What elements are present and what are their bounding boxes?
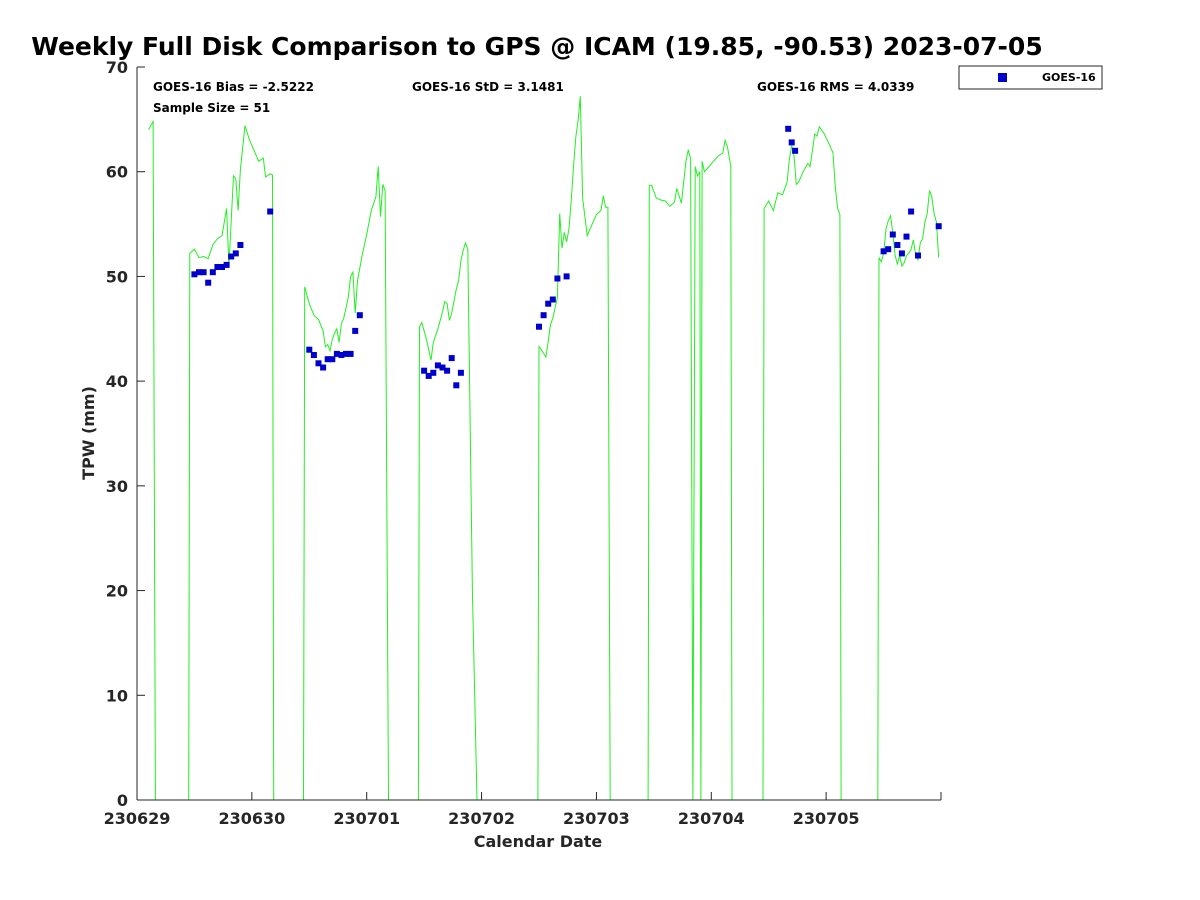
goes16-point xyxy=(329,356,336,363)
goes16-point xyxy=(792,147,799,154)
goes16-point xyxy=(915,252,921,259)
goes16-point xyxy=(223,261,230,268)
legend: GOES-16 xyxy=(958,65,1103,90)
goes16-point xyxy=(267,208,274,215)
goes16-point xyxy=(536,323,542,330)
gps-line-segment xyxy=(647,138,733,801)
goes16-point xyxy=(338,352,345,358)
goes16-point xyxy=(439,364,446,371)
goes16-point xyxy=(785,125,792,132)
goes16-point xyxy=(191,271,198,278)
gps-line-segment xyxy=(188,125,275,801)
goes16-point xyxy=(196,269,202,276)
goes16-point xyxy=(889,231,896,238)
y-axis-label: TPW (mm) xyxy=(79,386,98,480)
gps-line-segment xyxy=(537,96,611,801)
x-tick-label: 230703 xyxy=(563,809,630,828)
gps-line-segment xyxy=(303,166,389,801)
gps-line-segment xyxy=(417,241,478,801)
goes16-point xyxy=(549,296,556,303)
goes16-point xyxy=(908,208,915,215)
goes16-point xyxy=(444,367,451,374)
x-axis-label: Calendar Date xyxy=(474,832,603,851)
goes16-point xyxy=(324,356,331,363)
goes16-point xyxy=(333,350,340,357)
goes16-point xyxy=(434,362,441,369)
goes16-point xyxy=(425,372,432,379)
goes16-point xyxy=(554,275,561,282)
gps-line-segment xyxy=(148,119,156,801)
goes16-point xyxy=(237,242,244,248)
gps-series xyxy=(148,96,940,801)
goes16-point xyxy=(356,312,363,319)
y-axis-ticks: 0 10 20 30 40 50 60 70 xyxy=(106,58,145,810)
goes16-point xyxy=(320,364,327,371)
bias-stat: GOES-16 Bias = -2.5222 xyxy=(153,80,314,94)
x-tick-label: 230705 xyxy=(793,809,860,828)
goes16-point xyxy=(347,350,354,357)
goes16-point xyxy=(898,250,905,257)
goes16-point xyxy=(880,248,887,255)
y-tick-label: 0 xyxy=(117,791,128,810)
goes16-point xyxy=(430,369,437,376)
legend-label-goes16: GOES-16 xyxy=(1042,71,1096,84)
x-tick-label: 230629 xyxy=(104,809,171,828)
goes16-point xyxy=(306,346,313,353)
goes16-point xyxy=(352,327,359,334)
rms-stat: GOES-16 RMS = 4.0339 xyxy=(757,80,914,94)
goes16-point xyxy=(200,269,207,276)
goes16-series xyxy=(191,125,942,389)
goes16-point xyxy=(421,367,428,374)
x-tick-label: 230702 xyxy=(448,809,515,828)
goes16-point xyxy=(228,253,235,260)
goes16-point xyxy=(310,352,317,358)
y-tick-label: 20 xyxy=(106,582,128,601)
chart-title: Weekly Full Disk Comparison to GPS @ ICA… xyxy=(31,32,1042,61)
goes16-point xyxy=(232,250,239,257)
sample-size-stat: Sample Size = 51 xyxy=(153,101,270,115)
x-tick-label: 230704 xyxy=(678,809,745,828)
y-tick-label: 40 xyxy=(106,372,128,391)
goes16-point xyxy=(315,360,322,367)
x-axis-ticks: 230629 230630 230701 230702 230703 230704 2307… xyxy=(104,792,942,828)
gps-line-segment xyxy=(762,125,842,801)
goes16-point xyxy=(448,355,455,362)
goes16-point xyxy=(540,312,547,319)
x-tick-label: 230630 xyxy=(218,809,285,828)
goes16-point xyxy=(903,233,910,240)
goes16-point xyxy=(343,350,349,357)
goes16-point xyxy=(453,382,460,389)
y-tick-label: 30 xyxy=(106,477,128,496)
goes16-point xyxy=(209,269,216,276)
plot-area: 230629 230630 230701 230702 230703 230704 2307… xyxy=(104,58,942,828)
y-tick-label: 50 xyxy=(106,267,128,286)
y-tick-label: 60 xyxy=(106,163,128,182)
goes16-point xyxy=(935,223,942,230)
goes16-point xyxy=(894,242,901,248)
legend-marker-goes16 xyxy=(998,73,1007,82)
x-tick-label: 230701 xyxy=(333,809,400,828)
std-stat: GOES-16 StD = 3.1481 xyxy=(412,80,564,94)
legend-box xyxy=(958,65,1103,90)
goes16-point xyxy=(205,279,212,286)
goes16-point xyxy=(563,273,570,280)
y-tick-label: 70 xyxy=(106,58,128,77)
y-tick-label: 10 xyxy=(106,686,128,705)
goes16-point xyxy=(219,264,225,270)
goes16-point xyxy=(457,369,464,376)
goes16-point xyxy=(545,300,552,307)
goes16-point xyxy=(885,246,892,253)
gps-line-segment xyxy=(877,190,940,801)
goes16-point xyxy=(788,139,795,146)
goes16-point xyxy=(214,264,221,270)
